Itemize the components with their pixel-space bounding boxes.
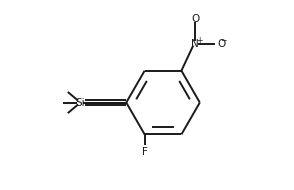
Text: −: − [220, 36, 226, 45]
Text: N: N [191, 39, 199, 49]
Text: +: + [196, 36, 203, 45]
Text: O: O [218, 39, 226, 49]
Text: F: F [142, 147, 148, 157]
Text: O: O [191, 14, 199, 24]
Text: Si: Si [75, 97, 85, 108]
